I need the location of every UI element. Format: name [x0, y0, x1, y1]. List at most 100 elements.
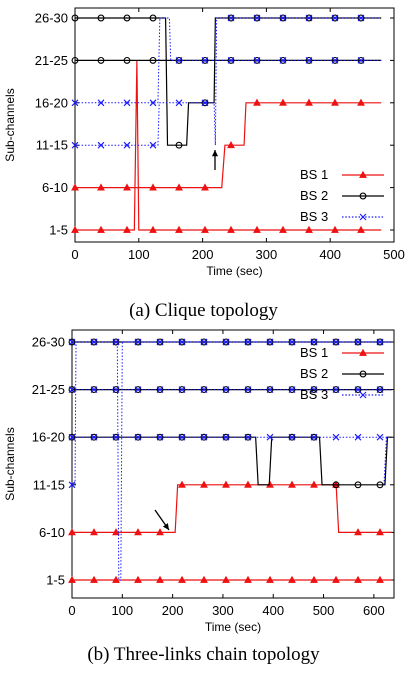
series-marker — [97, 141, 105, 149]
series-marker — [123, 141, 131, 149]
series-marker — [332, 338, 340, 346]
series-marker — [123, 56, 131, 64]
y-tick-label: 21-25 — [32, 382, 65, 397]
y-tick-label: 6-10 — [39, 525, 65, 540]
y-tick-label: 11-15 — [33, 477, 65, 492]
series-marker — [175, 57, 183, 64]
series-marker — [266, 338, 274, 346]
series-marker — [357, 98, 365, 106]
series-marker — [156, 433, 164, 441]
series-marker — [376, 338, 384, 346]
series-marker — [149, 141, 157, 149]
legend-label: BS 3 — [300, 387, 328, 402]
annotation-arrow — [154, 509, 170, 531]
series-marker — [149, 56, 157, 64]
series-marker — [244, 386, 252, 393]
series-marker — [71, 183, 79, 191]
legend-marker — [359, 391, 367, 399]
series-marker — [310, 480, 318, 488]
y-axis-label: Sub-channels — [3, 88, 17, 161]
series-marker — [376, 433, 384, 441]
series-line — [75, 17, 382, 104]
series-line — [75, 102, 382, 189]
series-marker — [134, 386, 142, 393]
series-marker — [156, 386, 164, 393]
legend-label: BS 1 — [300, 345, 328, 360]
series-marker — [310, 575, 318, 583]
x-tick-label: 300 — [212, 603, 234, 618]
x-tick-label: 500 — [313, 603, 335, 618]
legend-marker — [359, 213, 367, 221]
y-tick-label: 26-30 — [35, 11, 68, 26]
plot-frame — [74, 7, 395, 243]
y-axis-label: Sub-channels — [3, 427, 17, 500]
x-tick-label: 0 — [71, 247, 78, 262]
series-marker — [68, 575, 76, 583]
series-marker — [97, 56, 105, 64]
series-marker — [222, 338, 230, 346]
legend-marker — [359, 370, 367, 378]
series-marker — [123, 99, 131, 107]
y-tick-label: 21-25 — [35, 53, 68, 68]
series-marker — [112, 528, 120, 536]
series-marker — [71, 225, 79, 233]
series-marker — [376, 575, 384, 583]
series-marker — [71, 56, 79, 64]
series-marker — [332, 386, 340, 393]
series-marker — [305, 98, 313, 106]
series-marker — [156, 575, 164, 583]
series-marker — [227, 225, 235, 233]
series-marker — [175, 141, 183, 149]
series-marker — [288, 386, 296, 394]
series-marker — [178, 338, 186, 346]
series-marker — [288, 480, 296, 488]
series-marker — [331, 14, 339, 22]
legend-label: BS 2 — [300, 188, 328, 203]
series-marker — [227, 14, 235, 22]
series-marker — [90, 386, 98, 393]
series-marker — [178, 386, 186, 393]
series-marker — [288, 433, 296, 441]
x-tick-label: 100 — [111, 603, 133, 618]
x-tick-label: 400 — [319, 247, 341, 262]
series-marker — [305, 57, 313, 64]
series-marker — [90, 338, 98, 346]
series-marker — [288, 386, 296, 393]
series-marker — [331, 57, 339, 64]
series-marker — [227, 140, 235, 149]
series-marker — [178, 433, 186, 441]
series-marker — [331, 225, 339, 233]
series-marker — [357, 14, 365, 22]
legend-label: BS 3 — [300, 209, 328, 224]
series-marker — [175, 183, 183, 191]
series-marker — [357, 57, 365, 64]
series-marker — [279, 225, 287, 233]
series-marker — [222, 433, 230, 441]
series-marker — [149, 14, 157, 22]
series-marker — [201, 57, 209, 64]
legend: BS 1 BS 2 BS 3 — [300, 167, 384, 224]
series-marker — [279, 14, 287, 22]
series-marker — [90, 528, 98, 536]
series-marker — [354, 386, 362, 393]
annotation-arrow — [211, 150, 219, 170]
series-marker — [288, 575, 296, 583]
series-marker — [222, 575, 230, 583]
series-marker — [68, 386, 76, 393]
series-marker — [123, 225, 131, 233]
series-marker — [332, 481, 340, 489]
x-tick-label: 200 — [162, 603, 184, 618]
series-marker — [279, 56, 287, 64]
caption-clique: (a) Clique topology — [129, 300, 278, 321]
series-marker — [123, 14, 131, 22]
legend-marker — [359, 348, 367, 356]
series-marker — [68, 528, 76, 536]
series-marker — [227, 56, 235, 64]
legend-label: BS 2 — [300, 366, 328, 381]
series-marker — [90, 433, 98, 441]
legend-marker — [359, 192, 367, 200]
series-marker — [90, 575, 98, 583]
series-marker — [156, 386, 164, 394]
series-marker — [376, 528, 384, 536]
